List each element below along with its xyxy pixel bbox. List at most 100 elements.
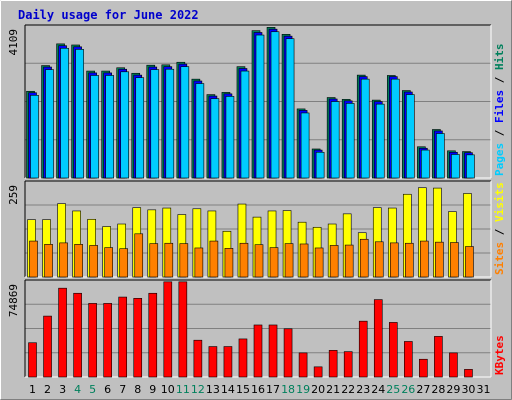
- bottom-bar-kbytes: [238, 338, 248, 378]
- middle-bar-sites: [435, 241, 444, 278]
- bottom-bar-kbytes: [434, 336, 443, 378]
- bottom-bar-kbytes: [103, 303, 112, 378]
- top-max-label: 4109: [7, 29, 20, 56]
- bottom-bar-kbytes: [298, 352, 308, 378]
- middle-bar-sites: [329, 245, 339, 278]
- x-tick-label: 3: [59, 383, 66, 396]
- middle-bar-sites: [209, 240, 219, 278]
- bottom-bar-kbytes: [268, 324, 278, 378]
- middle-bars: [27, 187, 474, 278]
- middle-bar-sites: [119, 248, 129, 278]
- top-legend: Pages / Files / Hits: [493, 44, 506, 177]
- top-bar-pages: [30, 95, 39, 179]
- bottom-bar-kbytes: [358, 320, 368, 378]
- middle-bar-sites: [224, 248, 234, 278]
- bottom-bar-kbytes: [283, 328, 293, 378]
- middle-bar-sites: [465, 246, 474, 278]
- middle-bar-sites: [374, 241, 384, 278]
- top-bar-pages: [466, 154, 475, 179]
- x-tick-label: 8: [134, 383, 141, 396]
- top-bar-pages: [165, 68, 175, 179]
- x-tick-label: 21: [326, 383, 340, 396]
- top-bar-pages: [210, 98, 220, 179]
- x-tick-label: 18: [281, 383, 295, 396]
- middle-bar-sites: [389, 242, 399, 278]
- x-tick-label: 19: [296, 383, 310, 396]
- top-bar-pages: [120, 71, 130, 179]
- x-tick-label: 26: [401, 383, 415, 396]
- x-tick-label: 15: [236, 383, 250, 396]
- middle-bar-sites: [134, 233, 144, 278]
- middle-bar-sites: [420, 240, 429, 278]
- x-tick-label: 10: [161, 383, 175, 396]
- bottom-bar-kbytes: [404, 341, 413, 378]
- bottom-bar-kbytes: [28, 342, 37, 378]
- top-bars: [26, 27, 475, 179]
- legend-visits: Visits: [493, 182, 506, 222]
- top-bar-pages: [330, 101, 340, 179]
- bottom-bar-kbytes: [73, 292, 82, 378]
- bottom-bar-kbytes: [178, 281, 188, 378]
- bottom-bars: [28, 281, 473, 378]
- x-tick-label: 14: [221, 383, 235, 396]
- bottom-bar-kbytes: [388, 322, 398, 378]
- middle-bar-sites: [450, 242, 459, 278]
- middle-bar-sites: [284, 243, 294, 278]
- middle-bar-sites: [299, 243, 309, 278]
- top-bar-pages: [90, 75, 99, 179]
- middle-bar-sites: [74, 244, 83, 278]
- bottom-bar-kbytes: [253, 324, 263, 378]
- top-bar-pages: [345, 103, 355, 179]
- middle-bar-sites: [194, 247, 204, 278]
- top-bar-pages: [390, 78, 400, 179]
- bottom-bar-kbytes: [313, 366, 323, 378]
- legend-files: Files: [493, 90, 506, 123]
- top-bar-pages: [150, 69, 160, 179]
- x-tick-label: 25: [386, 383, 400, 396]
- x-tick-label: 5: [89, 383, 96, 396]
- middle-bar-sites: [29, 240, 38, 278]
- middle-bar-sites: [359, 238, 369, 278]
- x-tick-label: 20: [311, 383, 325, 396]
- bottom-bar-kbytes: [449, 352, 458, 378]
- top-bar-pages: [45, 69, 54, 179]
- x-tick-label: 22: [341, 383, 355, 396]
- x-tick-label: 23: [356, 383, 370, 396]
- middle-bar-sites: [239, 242, 249, 278]
- x-tick-label: 24: [371, 383, 385, 396]
- bottom-bar-kbytes: [373, 299, 383, 378]
- top-bar-pages: [315, 151, 325, 179]
- middle-bar-sites: [179, 243, 189, 278]
- bottom-bar-kbytes: [43, 315, 52, 378]
- x-tick-label: 1: [29, 383, 36, 396]
- top-bar-pages: [240, 70, 250, 179]
- bottom-bar-kbytes: [193, 339, 203, 378]
- bottom-bar-kbytes: [118, 296, 128, 378]
- middle-bar-sites: [59, 242, 68, 278]
- x-tick-label: 9: [149, 383, 156, 396]
- legend-hits: Hits: [493, 44, 506, 71]
- top-bar-pages: [255, 34, 265, 179]
- middle-bar-sites: [44, 244, 53, 278]
- top-bar-pages: [360, 78, 370, 179]
- x-tick-label: 12: [191, 383, 205, 396]
- x-tick-label: 6: [104, 383, 111, 396]
- middle-bar-sites: [314, 247, 324, 278]
- top-bar-pages: [195, 83, 205, 179]
- x-tick-label: 7: [119, 383, 126, 396]
- bottom-bar-kbytes: [88, 303, 97, 378]
- bottom-bar-kbytes: [163, 281, 173, 378]
- middle-bar-sites: [89, 245, 98, 278]
- x-tick-label: 28: [431, 383, 445, 396]
- middle-bar-sites: [405, 242, 414, 278]
- x-tick-label: 11: [176, 383, 190, 396]
- bottom-bar-kbytes: [464, 369, 473, 378]
- middle-bar-sites: [104, 247, 113, 278]
- top-bar-pages: [406, 94, 415, 179]
- bottom-bar-kbytes: [223, 346, 233, 378]
- x-tick-label: 30: [461, 383, 475, 396]
- middle-bar-sites: [254, 244, 264, 278]
- top-bar-pages: [105, 75, 114, 179]
- top-bar-pages: [300, 112, 310, 179]
